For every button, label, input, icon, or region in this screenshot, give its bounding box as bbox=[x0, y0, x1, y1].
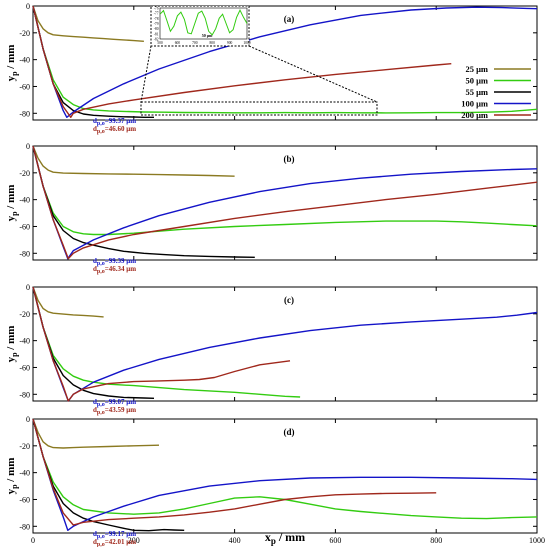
series-line-25um bbox=[32, 145, 235, 177]
x-tick-label: 1000 bbox=[529, 536, 545, 545]
series-line-200um bbox=[32, 418, 437, 526]
x-axis-label: xp / mm bbox=[265, 530, 305, 546]
annotation-dpo-blue: dp,o=99.07 μm bbox=[93, 398, 136, 408]
annotation-dpo-red: dp,o=46.34 μm bbox=[93, 265, 136, 275]
plot-frame bbox=[32, 418, 538, 534]
inset-series-line-50um bbox=[159, 8, 248, 36]
plot-frame bbox=[32, 286, 538, 402]
inset-x-tick-label: 600 bbox=[175, 41, 181, 45]
inset-x-tick-label: 500 bbox=[157, 41, 163, 45]
y-tick-label: -80 bbox=[19, 390, 30, 399]
legend-label: 55 μm bbox=[465, 87, 488, 97]
y-tick-label: 0 bbox=[26, 142, 30, 151]
inset-y-tick-label: -76 bbox=[154, 7, 159, 11]
annotation-dpo-red: dp,o=42.01 μm bbox=[93, 538, 136, 547]
y-tick-label: -40 bbox=[19, 337, 30, 346]
annotation-dpo-blue: dp,o=99.37 μm bbox=[93, 117, 136, 127]
inset-y-tick-label: -80 bbox=[154, 27, 159, 31]
panel-label: (b) bbox=[284, 154, 295, 164]
annotation-dpo-blue: dp,o=99.39 μm bbox=[93, 257, 136, 267]
legend-label: 100 μm bbox=[461, 99, 488, 109]
inset-x-tick-label: 900 bbox=[227, 41, 233, 45]
y-tick-label: -60 bbox=[19, 82, 30, 91]
panel-c: 0 -20 -40 -60 -80 yp / mm (c) bbox=[5, 283, 538, 402]
annotation-dpo-red: dp,o=46.60 μm bbox=[93, 125, 136, 135]
y-axis-label: yp / mm bbox=[5, 326, 19, 363]
inset-y-tick-label: -82 bbox=[154, 38, 159, 42]
y-tick-label: 0 bbox=[26, 283, 30, 292]
y-tick-label: -80 bbox=[19, 249, 30, 258]
y-tick-label: -20 bbox=[19, 310, 30, 319]
annotation-dpo-blue: dp,o=99.17 μm bbox=[93, 530, 136, 540]
y-tick-label: -20 bbox=[19, 169, 30, 178]
panel-label: (c) bbox=[284, 295, 294, 305]
y-tick-label: 0 bbox=[26, 415, 30, 424]
inset-x-tick-label: 800 bbox=[210, 41, 216, 45]
y-axis-label: yp / mm bbox=[5, 45, 19, 82]
legend-label: 50 μm bbox=[465, 76, 488, 86]
x-tick-label: 600 bbox=[329, 536, 341, 545]
panel-b: 0 -20 -40 -60 -80 yp / mm (b) bbox=[5, 142, 538, 261]
series-line-200um bbox=[32, 5, 452, 118]
y-tick-label: -40 bbox=[19, 469, 30, 478]
y-tick-label: -80 bbox=[19, 522, 30, 531]
series-line-55um bbox=[32, 5, 154, 118]
inset-y-tick-label: -79 bbox=[154, 22, 159, 26]
y-tick-label: -20 bbox=[19, 29, 30, 38]
y-axis-label: yp / mm bbox=[5, 458, 19, 495]
inset-connector bbox=[248, 45, 378, 103]
y-tick-label: -80 bbox=[19, 109, 30, 118]
inset-y-tick-label: -81 bbox=[154, 32, 159, 36]
x-tick-label: 0 bbox=[31, 536, 35, 545]
series-line-50um bbox=[32, 5, 538, 114]
series-line-25um bbox=[32, 5, 144, 42]
y-tick-label: -40 bbox=[19, 196, 30, 205]
series-line-200um bbox=[32, 286, 291, 402]
series-line-55um bbox=[32, 145, 255, 258]
y-tick-label: -40 bbox=[19, 56, 30, 65]
series-line-100um bbox=[32, 418, 538, 531]
plot-frame bbox=[32, 5, 538, 121]
series-line-50um bbox=[32, 145, 538, 236]
zoom-region-box bbox=[140, 101, 378, 116]
y-tick-label: 0 bbox=[26, 2, 30, 11]
x-tick-label: 800 bbox=[430, 536, 442, 545]
x-tick-label: 400 bbox=[229, 536, 241, 545]
inset-y-tick-label: -77 bbox=[154, 12, 159, 16]
inset-x-tick-label: 1000 bbox=[243, 41, 250, 45]
y-tick-label: -60 bbox=[19, 222, 30, 231]
panel-label: (d) bbox=[284, 427, 295, 437]
series-line-200um bbox=[32, 145, 538, 260]
series-line-25um bbox=[32, 286, 104, 318]
y-tick-label: -20 bbox=[19, 442, 30, 451]
series-line-100um bbox=[32, 5, 538, 118]
inset-connector bbox=[140, 45, 152, 103]
legend-label: 25 μm bbox=[465, 64, 488, 74]
y-axis-label: yp / mm bbox=[5, 185, 19, 222]
inset-y-tick-label: -78 bbox=[154, 17, 159, 21]
series-line-50um bbox=[32, 418, 538, 520]
x-tick-label: 200 bbox=[128, 536, 140, 545]
annotation-dpo-red: dp,o=43.59 μm bbox=[93, 406, 136, 416]
inset-label: 50 μm bbox=[202, 33, 213, 38]
series-line-25um bbox=[32, 418, 160, 449]
series-line-50um bbox=[32, 286, 301, 398]
panel-label: (a) bbox=[284, 14, 295, 24]
plot-frame bbox=[32, 145, 538, 261]
y-tick-label: -60 bbox=[19, 495, 30, 504]
series-line-55um bbox=[32, 418, 185, 532]
legend-label: 200 μm bbox=[461, 110, 488, 120]
y-tick-label: -60 bbox=[19, 363, 30, 372]
inset-x-tick-label: 700 bbox=[192, 41, 198, 45]
